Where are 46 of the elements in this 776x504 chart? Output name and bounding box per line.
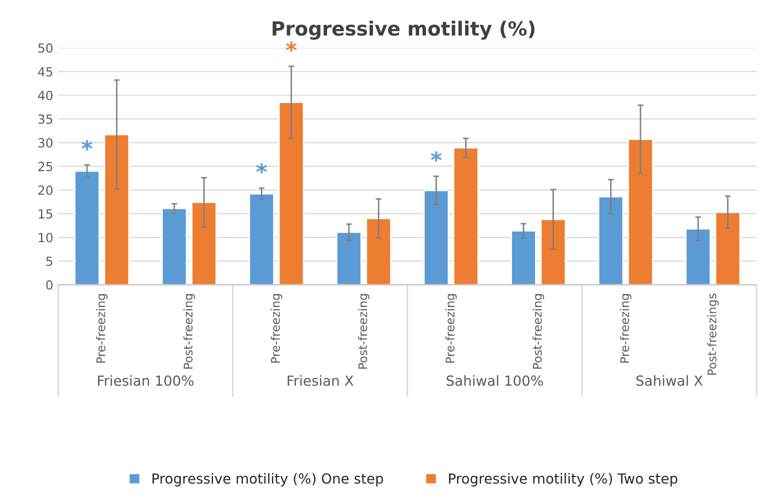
bar xyxy=(510,230,536,285)
bar xyxy=(540,218,566,285)
x-tick-label: Post-freezing xyxy=(358,294,370,369)
y-tick-label: 40 xyxy=(38,90,53,100)
bar xyxy=(336,231,362,285)
bar xyxy=(685,228,712,285)
x-tick-label: Pre-freezing xyxy=(445,294,457,363)
bar xyxy=(452,147,479,285)
y-tick-label: 35 xyxy=(38,114,52,124)
y-tick-label: 30 xyxy=(38,138,53,148)
y-tick-label: 25 xyxy=(38,162,52,172)
text: Sahiwal 100% xyxy=(446,375,543,386)
y-tick-label: 0 xyxy=(46,280,53,290)
text: Sahiwal X xyxy=(636,375,703,386)
x-tick-label: Post-freezings xyxy=(707,294,719,375)
text: Friesian X xyxy=(288,375,354,386)
bar xyxy=(74,170,100,285)
x-tick-label: Pre-freezing xyxy=(270,294,282,363)
bar xyxy=(628,138,654,285)
y-tick-label: 10 xyxy=(38,232,53,242)
y-tick-label: 45 xyxy=(38,67,52,76)
legend-label: Progressive motility (%) One step xyxy=(152,473,384,486)
bar xyxy=(161,208,188,285)
data-label: * xyxy=(82,140,92,150)
y-tick-label: 5 xyxy=(46,256,52,266)
x-tick-label: Pre-freezing xyxy=(96,294,108,363)
bar xyxy=(714,212,741,285)
y-tick-label: 50 xyxy=(38,43,53,53)
x-tick-label: Post-freezing xyxy=(532,294,544,369)
text: Friesian 100% xyxy=(98,375,194,386)
y-tick-label: 15 xyxy=(38,209,52,219)
data-label: * xyxy=(430,151,442,162)
bar xyxy=(248,193,275,285)
x-tick-label: Post-freezing xyxy=(183,294,195,369)
data-label: * xyxy=(256,163,267,174)
bar xyxy=(104,134,130,285)
legend-label: Progressive motility (%) Two step xyxy=(449,473,678,486)
chart-title: Progressive motility (%) xyxy=(272,20,534,40)
bar xyxy=(598,196,624,285)
bar xyxy=(366,218,392,285)
bar xyxy=(278,102,304,285)
bar xyxy=(191,202,217,285)
bar xyxy=(423,190,450,285)
x-tick-label: Pre-freezing xyxy=(620,294,632,363)
data-label: * xyxy=(286,41,297,52)
y-tick-label: 20 xyxy=(38,185,53,195)
